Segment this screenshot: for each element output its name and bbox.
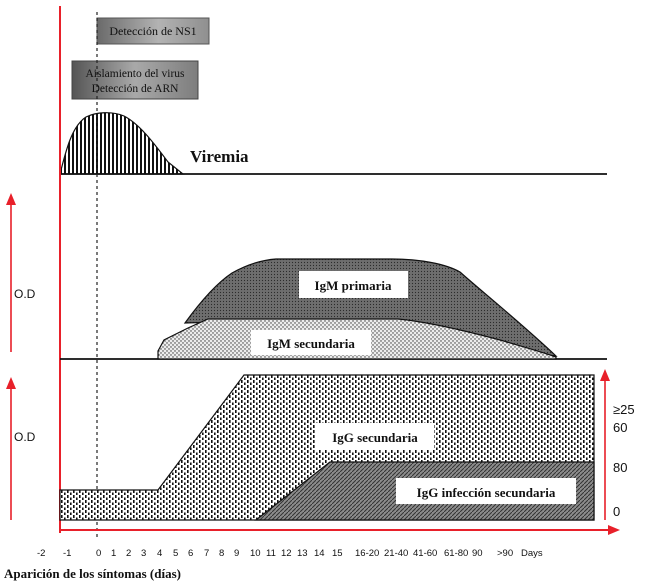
x-tick-15: 13 (297, 548, 308, 559)
igm-primaria-label-box: IgM primaria (299, 271, 408, 298)
x-tick-22: 90 (472, 548, 483, 559)
x-tick-8: 6 (188, 548, 193, 559)
viremia-curve (59, 112, 185, 175)
x-tick-21: 61-80 (444, 548, 468, 559)
od-label-top: O.D (14, 287, 36, 301)
x-tick-1: -1 (63, 548, 71, 559)
igm-secundaria-label-box: IgM secundaria (251, 330, 371, 355)
x-tick-9: 7 (204, 548, 209, 559)
x-tick-19: 21-40 (384, 548, 408, 559)
x-axis-arrow (608, 525, 620, 535)
right-tick-3: 0 (613, 504, 620, 519)
x-tick-14: 12 (281, 548, 292, 559)
right-tick-1: 60 (613, 420, 627, 435)
x-tick-11: 9 (234, 548, 239, 559)
virus-detection-box: Aislamiento del virus Detección de ARN (71, 60, 199, 100)
right-axis-arrow (600, 369, 610, 381)
virus-label-line2: Detección de ARN (92, 83, 180, 95)
x-tick-18: 16-20 (355, 548, 379, 559)
igg-infeccion-label: IgG infección secundaria (417, 485, 556, 500)
igm-secundaria-label: IgM secundaria (267, 336, 355, 351)
x-tick-4: 2 (126, 548, 131, 559)
right-tick-0: ≥25 (613, 402, 635, 417)
x-tick-13: 11 (266, 548, 276, 559)
igg-secundaria-label: IgG secundaria (332, 430, 418, 445)
right-tick-2: 80 (613, 460, 627, 475)
od-axis-bottom-arrow (6, 377, 16, 389)
x-tick-2: 0 (96, 548, 101, 559)
x-tick-17: 15 (332, 548, 343, 559)
x-tick-labels: -2 -1 0 1 2 3 4 5 6 7 8 9 10 11 12 13 14 15 16-20 21-40 41-6… (37, 548, 543, 559)
x-axis-title: Aparición de los síntomas (días) (4, 566, 181, 581)
x-tick-0: -2 (37, 548, 45, 559)
od-label-bottom: O.D (14, 430, 36, 444)
x-tick-3: 1 (111, 548, 116, 559)
igg-secundaria-label-box: IgG secundaria (316, 423, 434, 450)
ns1-label: Detección de NS1 (109, 24, 196, 38)
viremia-label: Viremia (190, 147, 249, 166)
od-axis-top-arrow (6, 193, 16, 205)
x-tick-10: 8 (219, 548, 224, 559)
x-tick-23: >90 (497, 548, 513, 559)
x-tick-16: 14 (314, 548, 325, 559)
igm-primaria-label: IgM primaria (315, 278, 392, 293)
virus-label-line1: Aislamiento del virus (85, 68, 185, 80)
x-tick-5: 3 (141, 548, 146, 559)
x-tick-7: 5 (173, 548, 178, 559)
x-tick-20: 41-60 (413, 548, 437, 559)
ns1-box: Detección de NS1 (96, 17, 210, 45)
x-tick-24: Days (521, 548, 543, 559)
x-tick-12: 10 (250, 548, 261, 559)
x-tick-6: 4 (157, 548, 162, 559)
igg-infeccion-label-box: IgG infección secundaria (396, 478, 576, 504)
